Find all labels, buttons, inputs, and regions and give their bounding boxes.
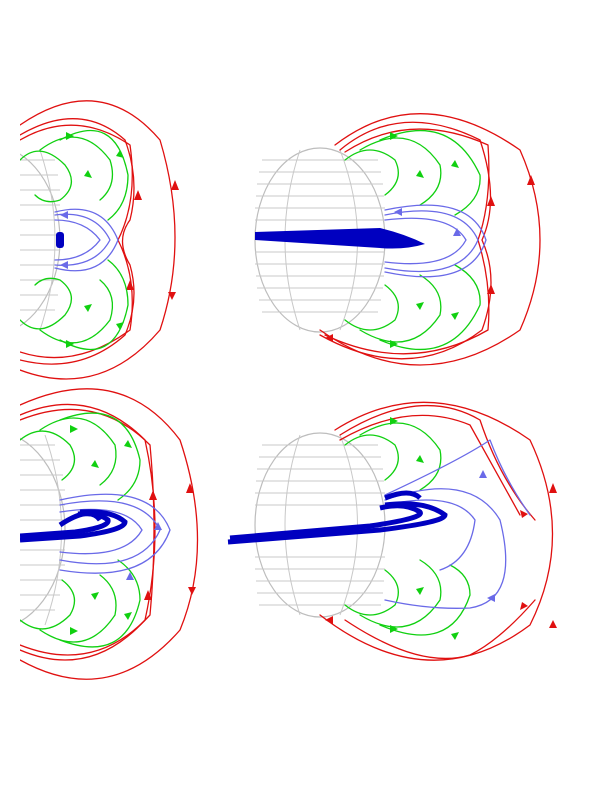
helmet-field-arrows: [479, 470, 495, 602]
panel-top-left: [20, 100, 179, 380]
helmet-field-lines: [54, 208, 119, 272]
current-sheet: [227, 490, 448, 545]
panel-bottom-left: [20, 388, 199, 680]
current-sheet: [56, 232, 64, 248]
closed-field-lines: [344, 422, 471, 636]
disk-grid: [20, 149, 60, 331]
helmet-field-arrows: [394, 208, 461, 236]
closed-field-arrows: [390, 417, 459, 640]
closed-field-arrows: [66, 132, 124, 348]
open-field-arrows: [325, 175, 535, 342]
helmet-field-lines: [384, 204, 487, 278]
open-field-arrows: [325, 483, 557, 628]
disk-grid: [255, 434, 385, 616]
disk-grid: [255, 149, 385, 331]
closed-field-lines: [344, 129, 481, 351]
closed-field-arrows: [70, 425, 132, 635]
panel-top-right: [254, 113, 541, 366]
closed-field-arrows: [390, 132, 459, 348]
helmet-field-lines: [384, 439, 531, 609]
disk-grid: [20, 434, 65, 626]
open-field-arrows: [144, 483, 196, 600]
helmet-field-arrows: [126, 522, 162, 580]
sun-disk: [20, 149, 61, 331]
panel-bottom-right: [227, 401, 557, 661]
closed-field-lines: [20, 412, 141, 648]
open-field-lines: [319, 401, 554, 661]
open-field-arrows: [126, 180, 179, 300]
closed-field-lines: [20, 130, 129, 350]
helmet-field-arrows: [60, 211, 68, 269]
sun-disk: [20, 434, 66, 626]
current-sheet: [255, 228, 425, 249]
current-sheet: [20, 509, 128, 543]
